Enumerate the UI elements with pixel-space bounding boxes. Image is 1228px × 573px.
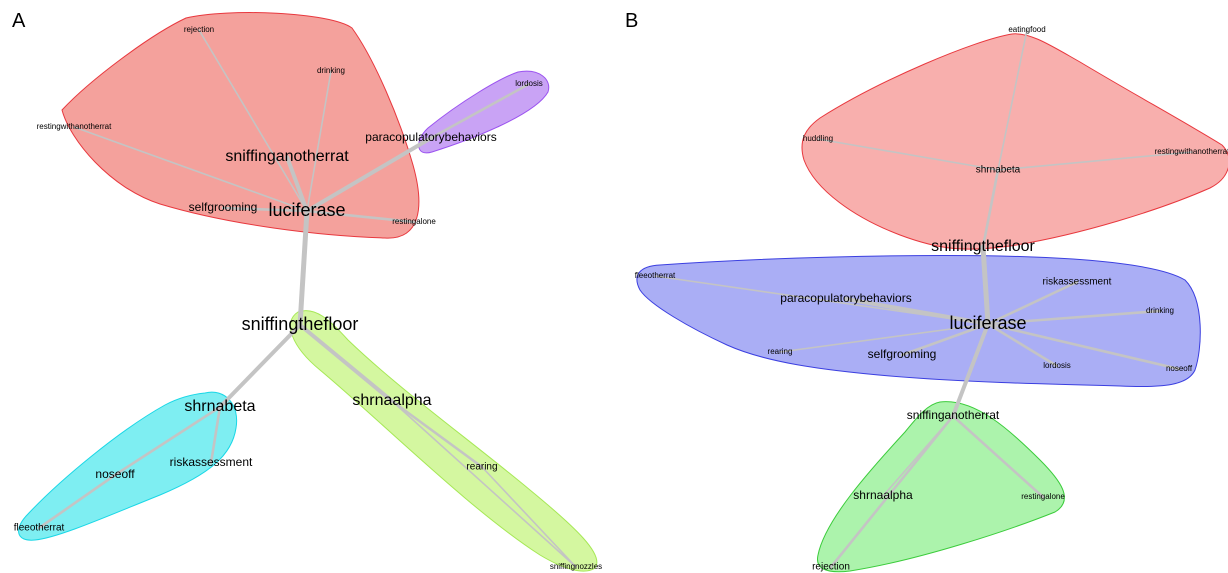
panel-a-cluster-green-hull [289,310,598,572]
panel-b-node-riskassessment: riskassessment [1043,277,1112,288]
panel-b-edge-luciferase-selfgrooming [900,322,990,357]
panel-a-edge-shrnaalpha-sniffingnozzles [391,400,577,568]
panel-a-edge-luciferase-drinking [306,70,332,212]
panel-b-edges [654,29,1193,569]
panel-b-letter: B [625,10,638,32]
panel-a-edge-paracopulatorybehaviors-lordosis [429,82,531,140]
panel-a-edge-rearing-sniffingnozzles [481,466,577,568]
panel-a-edge-sniffingthefloor-shrnabeta [218,323,302,409]
panel-a-node-riskassessment: riskassessment [170,455,253,469]
panel-b-node-lordosis: lordosis [1043,361,1071,370]
panel-a-edge-luciferase-sniffingthefloor [297,208,310,328]
panel-a-edge-sniffingthefloor-shrnaalpha [298,323,394,403]
panel-b-node-restingwithanotherrat: restingwithanotherrat [1155,147,1228,156]
panel-b-edge-sniffinganotherrat-rejection [829,414,955,569]
panel-a-node-paracopulatorybehaviors: paracopulatorybehaviors [365,130,496,144]
panel-b-edge-shrnabeta-eatingfood [997,29,1028,171]
panel-b-edge-luciferase-sniffinganotherrat [951,322,990,418]
panel-a-edge-shrnabeta-riskassessment [209,405,222,465]
panel-a-node-shrnaalpha: shrnaalpha [352,392,431,409]
panel-a-edge-luciferase-sniffinganotherrat [285,155,309,213]
panel-b-node-shrnaalpha: shrnaalpha [853,488,913,502]
panel-b-edge-luciferase-riskassessment [986,280,1079,326]
panel-a-edge-shrnabeta-noseoff [113,405,222,477]
panel-b-edge-luciferase-rearing [779,323,989,353]
panel-b-node-luciferase: luciferase [949,313,1026,333]
panel-b-node-labels: eatingfood huddling restingwithanotherrat s… [635,25,1228,573]
panel-a-cluster-red-hull [61,12,420,239]
panel-a-edge-luciferase-restingwithanotherrat [73,126,308,212]
panel-b-edge-luciferase-noseoff [986,322,1181,371]
panel-a-node-drinking: drinking [317,66,345,75]
panel-b-edge-luciferase-fleeotherrat [654,275,989,325]
panel-b-node-sniffingthefloor: sniffingthefloor [931,238,1035,255]
panel-a-node-luciferase: luciferase [268,200,345,220]
panel-a-node-sniffinganotherrat: sniffinganotherrat [225,148,349,165]
panel-a-node-labels: rejection drinking restingwithanotherrat sn… [14,25,602,571]
panel-b-node-huddling: huddling [803,134,833,143]
panel-a-node-sniffingnozzles: sniffingnozzles [550,562,602,571]
panel-b-edge-shrnabeta-huddling [817,138,999,171]
panel-b-network: B eatingfood huddling restingwithanotherra… [625,10,1228,573]
panel-b-edge-shrnabeta-restingwithanotherrat [997,151,1193,171]
panel-b-node-noseoff: noseoff [1166,364,1193,373]
panel-a-node-shrnabeta: shrnabeta [184,398,255,415]
panel-b-cluster-green-hull [816,401,1065,573]
panel-a-node-lordosis: lordosis [515,79,543,88]
panel-a-edge-luciferase-paracopulatorybehaviors [305,136,433,213]
panel-b-cluster-hulls [636,33,1228,573]
panel-a-letter: A [12,10,26,32]
panel-b-node-restingalone: restingalone [1021,492,1065,501]
panel-a-edge-luciferase-selfgrooming [221,206,309,213]
panel-b-node-sniffinganotherrat: sniffinganotherrat [907,408,1000,422]
panel-a-node-rejection: rejection [184,25,214,34]
panel-b-cluster-blue-hull [636,254,1201,388]
panel-b-edge-sniffingthefloor-luciferase [980,244,991,327]
panel-a-edge-luciferase-rejection [198,29,308,212]
panel-b-edge-luciferase-drinking [986,309,1162,326]
panel-b-node-drinking: drinking [1146,306,1174,315]
panel-a-edge-shrnaalpha-rearing [390,399,484,469]
panel-a-edge-noseoff-fleeotherrat [37,473,117,530]
panel-a-node-rearing: rearing [466,462,497,473]
panel-b-node-paracopulatorybehaviors: paracopulatorybehaviors [780,291,911,305]
panel-b-node-eatingfood: eatingfood [1008,25,1045,34]
panel-a-node-sniffingthefloor: sniffingthefloor [242,314,359,334]
panel-b-node-selfgrooming: selfgrooming [868,347,937,361]
panel-b-node-rearing: rearing [768,347,793,356]
panel-a-edge-luciferase-restingalone [305,209,416,224]
panel-b-edge-sniffinganotherrat-restingalone [951,414,1045,499]
panel-b-node-rejection: rejection [812,562,850,573]
panel-a-edges [37,29,577,568]
panel-a-node-noseoff: noseoff [95,467,135,481]
panel-b-edge-luciferase-lordosis [986,322,1059,368]
panel-b-cluster-red-hull [801,33,1228,250]
panel-a-node-selfgrooming: selfgrooming [189,200,258,214]
panel-a-node-restingalone: restingalone [392,217,436,226]
panel-a-node-fleeotherrat: fleeotherrat [14,523,65,534]
panel-a-cluster-hulls [18,12,598,572]
panel-b-edge-shrnabeta-sniffingthefloor [981,168,1000,249]
panel-b-node-fleeotherrat: fleeotherrat [635,271,676,280]
panel-a-network: A rejection drinking restingwithanotherrat… [12,10,602,572]
panel-b-node-shrnabeta: shrnabeta [976,165,1021,176]
panel-a-node-restingwithanotherrat: restingwithanotherrat [37,122,112,131]
